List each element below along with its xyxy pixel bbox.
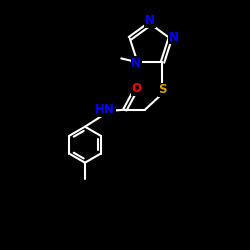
Text: O: O	[131, 82, 141, 95]
Text: N: N	[145, 14, 155, 27]
Text: N: N	[169, 31, 179, 44]
Text: HN: HN	[95, 103, 115, 116]
Text: N: N	[131, 57, 141, 70]
Text: S: S	[158, 83, 167, 96]
